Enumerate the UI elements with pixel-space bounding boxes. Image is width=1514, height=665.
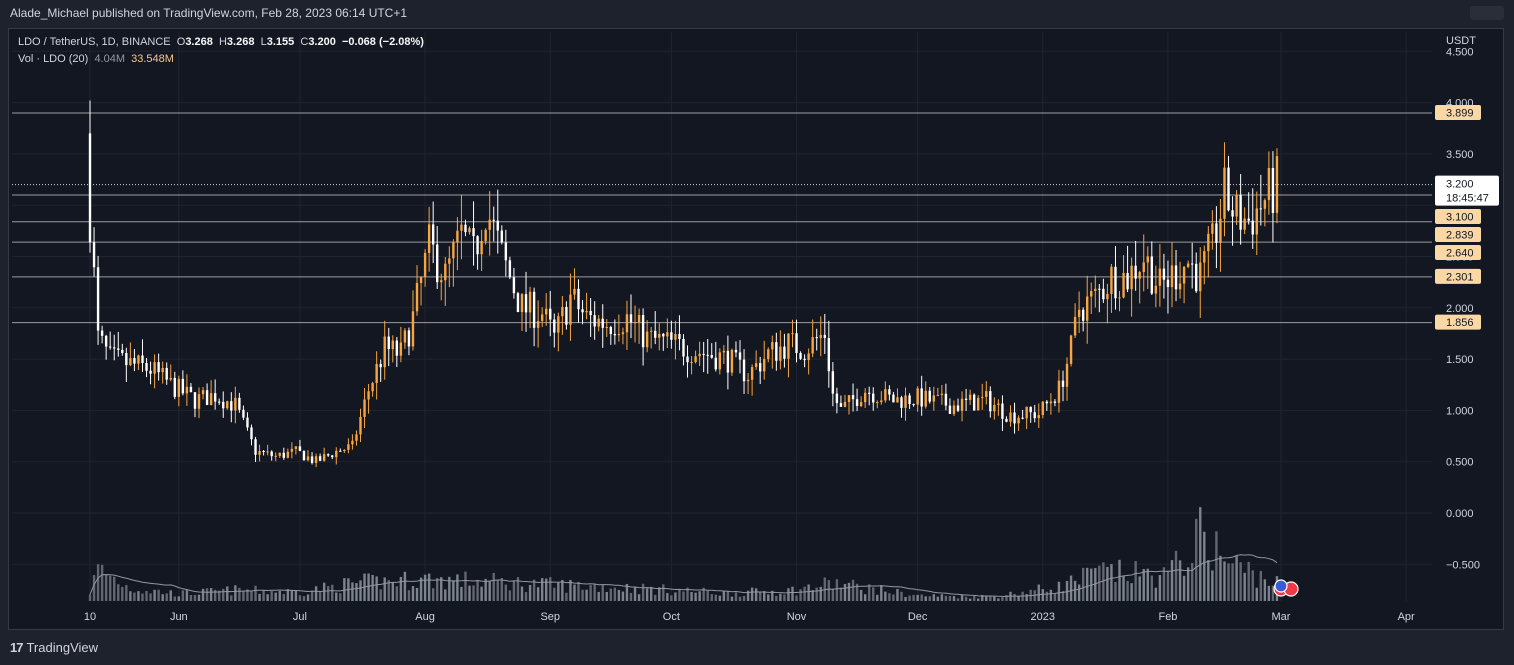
low-key: L xyxy=(260,36,267,48)
top-bar: Alade_Michael published on TradingView.c… xyxy=(0,0,1514,28)
close-key: C xyxy=(300,36,309,48)
change-value: −0.068 (−2.08%) xyxy=(341,36,424,48)
share-icon[interactable] xyxy=(1470,6,1504,20)
open-value: 3.268 xyxy=(185,36,213,48)
high-key: H xyxy=(218,36,227,48)
tradingview-logo-icon: 17 xyxy=(10,640,24,655)
legend-ohlc: LDO / TetherUS, 1D, BINANCE O3.268 H3.26… xyxy=(18,36,424,48)
low-value: 3.155 xyxy=(266,36,295,48)
volume-label: Vol · LDO (20) xyxy=(18,53,89,65)
chart-frame[interactable] xyxy=(8,28,1504,630)
volume-value: 4.04M xyxy=(94,53,126,65)
legend-volume: Vol · LDO (20) 4.04M 33.548M xyxy=(18,53,174,65)
high-value: 3.268 xyxy=(226,36,255,48)
open-key: O xyxy=(176,36,186,48)
footer: 17 TradingView xyxy=(10,640,98,655)
symbol-label: LDO / TetherUS, 1D, BINANCE xyxy=(18,36,171,48)
close-value: 3.200 xyxy=(308,36,336,48)
brand-label: TradingView xyxy=(26,640,99,655)
publisher-text: Alade_Michael published on TradingView.c… xyxy=(10,6,408,20)
volume-ma-value: 33.548M xyxy=(131,53,174,65)
